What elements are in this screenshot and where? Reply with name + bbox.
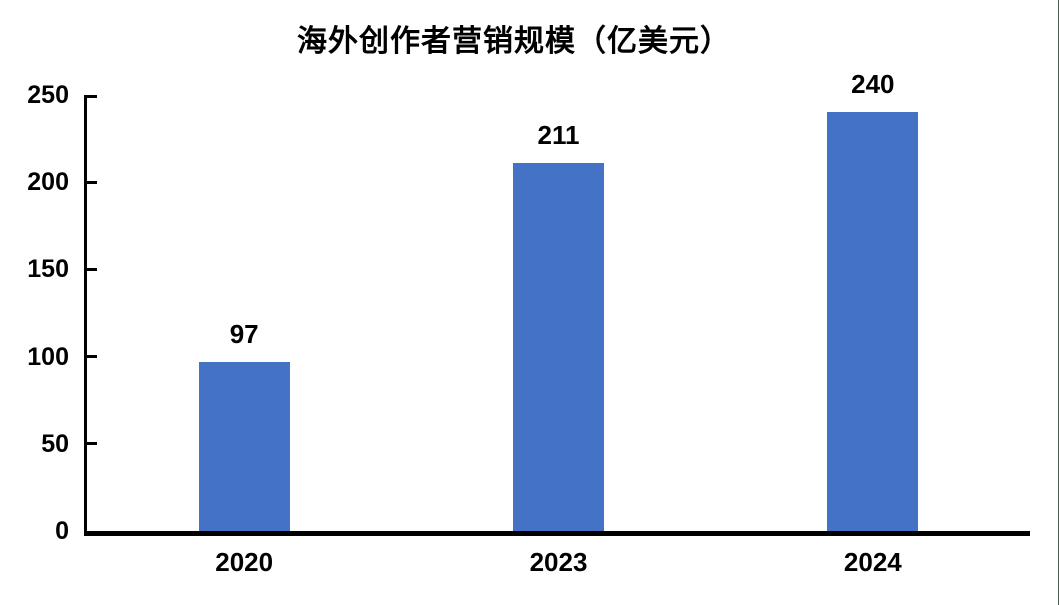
y-axis-tick [87,95,97,98]
bar-value-label: 97 [229,318,259,349]
y-axis-tick [87,355,97,359]
x-axis-category-label: 2024 [843,547,902,577]
y-axis-tick-label: 150 [27,255,69,284]
y-axis-tick-label: 250 [27,81,69,109]
bar-2024 [827,112,919,531]
y-axis-tick [87,267,97,271]
bar-value-label: 240 [851,69,895,100]
chart-title: 海外创作者营销规模（亿美元） [297,24,731,59]
y-axis-tick [87,180,97,184]
bar-value-label: 211 [537,120,580,151]
y-axis-tick-label: 50 [41,429,69,458]
y-axis-tick [87,442,97,446]
plot-area: 0 50 100 150 200 250 97 2020 211 2023 240 2024 [27,69,1030,577]
y-axis-tick-label: 200 [27,168,69,197]
y-axis-tick-label: 0 [55,517,69,545]
y-axis-tick-label: 100 [27,342,69,371]
bar-2023 [512,163,605,531]
x-axis-category-label: 2023 [529,547,588,577]
x-axis-category-label: 2020 [215,547,274,577]
bar-2020 [198,361,290,531]
